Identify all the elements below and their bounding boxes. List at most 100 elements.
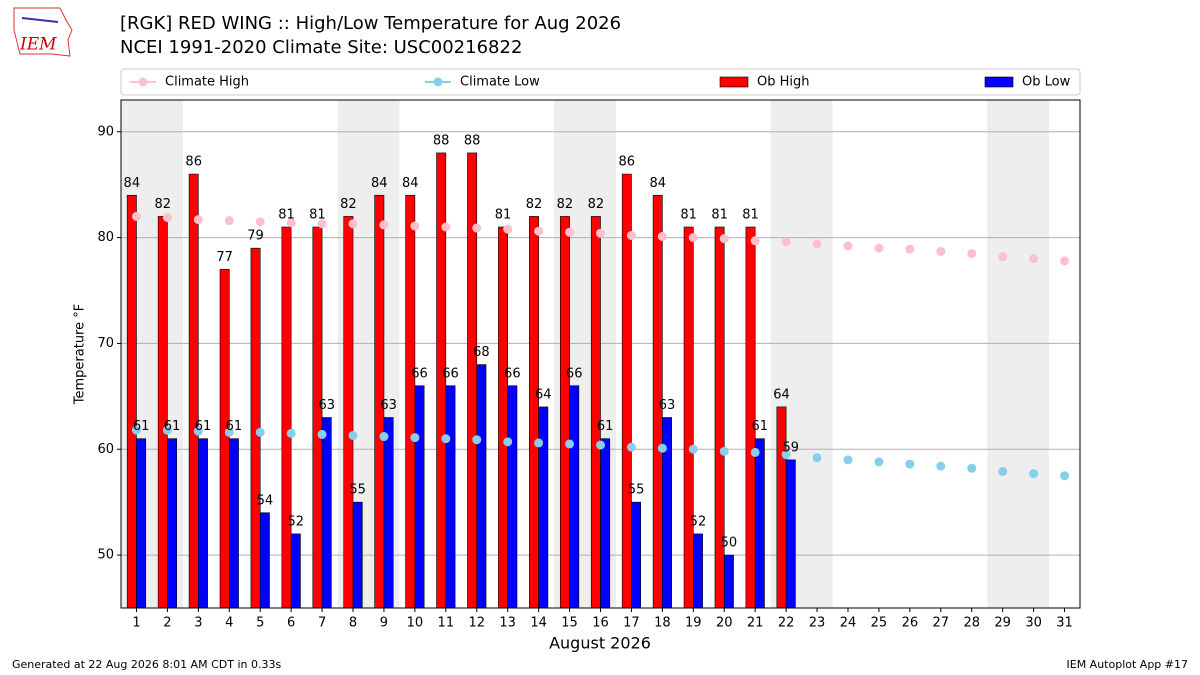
logo: IEM [13,7,73,57]
legend-label: Climate High [165,75,249,90]
line-point [410,221,420,231]
line-point [348,430,358,440]
line-point [317,219,327,229]
line-point [596,440,605,450]
bar [529,216,539,609]
bar [476,364,487,609]
line-point [750,236,760,246]
value-label: 63 [318,398,335,413]
value-label: 52 [690,514,707,529]
line-point [719,446,729,456]
legend-swatch [984,76,1014,88]
value-label: 63 [659,398,676,413]
logo-line [21,17,59,23]
x-tick-label: 23 [809,616,826,631]
bar [445,385,456,609]
line-point [162,212,172,222]
value-label: 86 [185,155,202,170]
line-point [781,450,791,460]
line-point [657,232,667,242]
x-tick-label: 2 [163,616,171,631]
line-point [1029,469,1039,479]
value-label: 81 [680,208,697,223]
x-tick-label: 18 [654,616,671,631]
bar [312,226,323,609]
bar [498,226,508,609]
line-point [379,220,389,230]
plot-frame [120,99,1081,609]
line-point [441,434,451,444]
value-label: 81 [278,208,295,223]
x-tick-label: 30 [1025,616,1042,631]
value-label: 61 [752,419,769,434]
line-point [936,461,946,471]
logo-outline [13,7,73,57]
bar [538,406,549,609]
value-label: 61 [597,419,614,434]
x-tick-label: 11 [438,616,455,631]
line-point [131,211,141,221]
value-label: 64 [535,387,552,402]
bar [714,226,725,609]
line-point [874,457,884,467]
value-label: 61 [226,419,243,434]
x-tick-label: 13 [499,616,516,631]
value-label: 88 [464,133,481,148]
value-label: 81 [711,208,728,223]
x-tick-label: 21 [747,616,764,631]
value-label: 82 [588,197,605,212]
line-point [131,425,141,435]
line-point [657,443,667,453]
y-tick-label: 50 [97,548,114,563]
line-point [255,217,265,227]
line-point [534,438,544,448]
x-axis-label: August 2026 [549,634,651,653]
x-tick-label: 26 [902,616,919,631]
bar [167,438,177,609]
value-label: 66 [442,366,459,381]
value-label: 84 [124,176,141,191]
line-point [565,439,575,449]
x-tick-label: 25 [871,616,888,631]
line-point [193,215,203,225]
value-label: 55 [628,483,645,498]
bar [693,533,703,609]
x-tick-label: 17 [623,616,640,631]
bar [467,152,478,609]
line-point [936,246,946,256]
line-point [224,427,234,437]
legend-marker [433,77,443,87]
line-point [162,425,172,435]
x-tick-label: 10 [407,616,424,631]
value-label: 61 [133,419,150,434]
bar [569,385,580,609]
y-tick-label: 70 [97,336,114,351]
bar [559,216,570,609]
line-point [1029,254,1039,264]
y-tick-label: 80 [97,230,114,245]
line-point [874,243,884,253]
chart-subtitle: NCEI 1991-2020 Climate Site: USC00216822 [120,37,522,58]
bar [219,269,230,609]
bar [290,533,301,609]
bar [281,226,292,609]
value-label: 66 [566,366,583,381]
line-point [998,466,1008,476]
bar [414,385,425,609]
line-point [224,216,234,226]
x-tick-label: 16 [592,616,609,631]
bar [157,216,168,609]
bar [776,406,787,609]
x-tick-label: 29 [994,616,1011,631]
line-point [967,463,977,473]
bar [405,194,416,609]
legend-box [120,68,1081,96]
x-tick-label: 4 [225,616,233,631]
bar [352,501,363,609]
line-point [905,459,915,469]
line-point [781,237,791,247]
value-label: 88 [433,133,450,148]
legend-swatch [719,76,749,88]
line-point [596,228,605,238]
line-point [750,447,760,457]
